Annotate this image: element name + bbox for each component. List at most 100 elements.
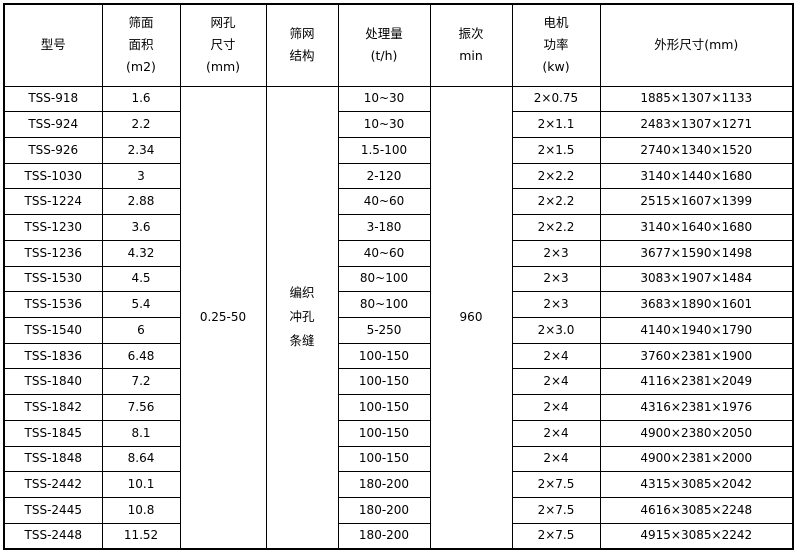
cell-model: TSS-1530 bbox=[3, 265, 103, 293]
cell-screen-area: 8.1 bbox=[101, 419, 181, 447]
cell-model: TSS-2442 bbox=[3, 471, 103, 498]
cell-screen-area: 11.52 bbox=[101, 522, 181, 550]
cell-model: TSS-1842 bbox=[3, 394, 103, 421]
col-header-dimensions: 外形尺寸(mm) bbox=[599, 3, 794, 87]
cell-dimensions: 3083×1907×1484 bbox=[599, 265, 794, 293]
cell-capacity: 100-150 bbox=[337, 445, 431, 473]
col-header-structure: 筛网 结构 bbox=[265, 3, 339, 87]
col-header-model: 型号 bbox=[3, 3, 103, 87]
cell-capacity: 3-180 bbox=[337, 214, 431, 241]
cell-model: TSS-1836 bbox=[3, 342, 103, 370]
cell-motor-power: 2×2.2 bbox=[511, 188, 601, 216]
table-row: TSS-2442 10.1 180-200 2×7.5 4315×3085×2042 bbox=[3, 471, 794, 498]
cell-motor-power: 2×7.5 bbox=[511, 471, 601, 498]
header-line: 结构 bbox=[289, 48, 315, 64]
cell-dimensions: 1885×1307×1133 bbox=[599, 85, 794, 113]
cell-motor-power: 2×4 bbox=[511, 419, 601, 447]
cell-dimensions: 2515×1607×1399 bbox=[599, 188, 794, 216]
header-line: (m2) bbox=[126, 59, 156, 75]
cell-screen-area: 10.1 bbox=[101, 471, 181, 498]
header-line: 型号 bbox=[40, 37, 66, 53]
cell-capacity: 180-200 bbox=[337, 522, 431, 550]
cell-motor-power: 2×4 bbox=[511, 394, 601, 421]
cell-dimensions: 4315×3085×2042 bbox=[599, 471, 794, 498]
cell-screen-area: 5.4 bbox=[101, 291, 181, 318]
header-line: (kw) bbox=[542, 59, 570, 75]
header-line: 网孔 bbox=[210, 15, 236, 31]
cell-motor-power: 2×0.75 bbox=[511, 85, 601, 113]
table-row: TSS-918 1.6 0.25-50 编织 冲孔 条缝 10~30 960 2×0.75 188… bbox=[3, 85, 794, 550]
table-row: TSS-1845 8.1 100-150 2×4 4900×2380×2050 bbox=[3, 419, 794, 447]
cell-model: TSS-1840 bbox=[3, 368, 103, 396]
cell-dimensions: 2483×1307×1271 bbox=[599, 111, 794, 138]
cell-dimensions: 4900×2380×2050 bbox=[599, 419, 794, 447]
cell-motor-power: 2×4 bbox=[511, 368, 601, 396]
col-header-area: 筛面 面积 (m2) bbox=[101, 3, 181, 87]
cell-motor-power: 2×3.0 bbox=[511, 316, 601, 344]
cell-screen-area: 3 bbox=[101, 162, 181, 190]
cell-capacity: 40~60 bbox=[337, 188, 431, 216]
table-row: TSS-926 2.34 1.5-100 2×1.5 2740×1340×1520 bbox=[3, 136, 794, 164]
header-line: 振次 bbox=[458, 26, 484, 42]
cell-motor-power: 2×1.1 bbox=[511, 111, 601, 138]
table-row: TSS-1030 3 2-120 2×2.2 3140×1440×1680 bbox=[3, 162, 794, 190]
cell-motor-power: 2×2.2 bbox=[511, 162, 601, 190]
cell-capacity: 100-150 bbox=[337, 419, 431, 447]
cell-screen-area: 2.88 bbox=[101, 188, 181, 216]
cell-screen-area: 1.6 bbox=[101, 85, 181, 113]
cell-model: TSS-1848 bbox=[3, 445, 103, 473]
cell-capacity: 180-200 bbox=[337, 471, 431, 498]
cell-capacity: 2-120 bbox=[337, 162, 431, 190]
cell-capacity: 100-150 bbox=[337, 342, 431, 370]
cell-dimensions: 4116×2381×2049 bbox=[599, 368, 794, 396]
header-row: 型号 筛面 面积 (m2) 网孔 尺寸 (mm) 筛网 结构 处理量 (t/h) 振次 min 电机 功率 (… bbox=[3, 3, 794, 87]
header-line: 尺寸 bbox=[210, 37, 236, 53]
header-line: 外形尺寸(mm) bbox=[654, 37, 739, 53]
cell-model: TSS-918 bbox=[3, 85, 103, 113]
cell-vibration-merged: 960 bbox=[429, 85, 513, 550]
table-row: TSS-1236 4.32 40~60 2×3 3677×1590×1498 bbox=[3, 239, 794, 267]
cell-capacity: 180-200 bbox=[337, 497, 431, 524]
cell-motor-power: 2×7.5 bbox=[511, 497, 601, 524]
cell-dimensions: 3677×1590×1498 bbox=[599, 239, 794, 267]
cell-motor-power: 2×1.5 bbox=[511, 136, 601, 164]
header-line: 功率 bbox=[543, 37, 569, 53]
cell-capacity: 10~30 bbox=[337, 85, 431, 113]
col-header-power: 电机功率 (kw) bbox=[511, 3, 601, 87]
cell-model: TSS-2448 bbox=[3, 522, 103, 550]
cell-screen-area: 3.6 bbox=[101, 214, 181, 241]
cell-model: TSS-1540 bbox=[3, 316, 103, 344]
cell-screen-area: 6 bbox=[101, 316, 181, 344]
cell-capacity: 100-150 bbox=[337, 394, 431, 421]
header-line: 筛网 bbox=[289, 26, 315, 42]
cell-screen-area: 2.2 bbox=[101, 111, 181, 138]
cell-capacity: 80~100 bbox=[337, 291, 431, 318]
table-row: TSS-2445 10.8 180-200 2×7.5 4616×3085×2248 bbox=[3, 497, 794, 524]
table-row: TSS-1540 6 5-250 2×3.0 4140×1940×1790 bbox=[3, 316, 794, 344]
header-line: 处理量 bbox=[365, 26, 403, 42]
cell-capacity: 80~100 bbox=[337, 265, 431, 293]
cell-motor-power: 2×4 bbox=[511, 342, 601, 370]
table-row: TSS-1536 5.4 80~100 2×3 3683×1890×1601 bbox=[3, 291, 794, 318]
table-row: TSS-1224 2.88 40~60 2×2.2 2515×1607×1399 bbox=[3, 188, 794, 216]
cell-mesh-size-merged: 0.25-50 bbox=[179, 85, 267, 550]
cell-motor-power: 2×3 bbox=[511, 291, 601, 318]
cell-motor-power: 2×3 bbox=[511, 239, 601, 267]
cell-capacity: 10~30 bbox=[337, 111, 431, 138]
table-row: TSS-1230 3.6 3-180 2×2.2 3140×1640×1680 bbox=[3, 214, 794, 241]
cell-model: TSS-1224 bbox=[3, 188, 103, 216]
cell-model: TSS-2445 bbox=[3, 497, 103, 524]
cell-capacity: 1.5-100 bbox=[337, 136, 431, 164]
cell-dimensions: 3140×1440×1680 bbox=[599, 162, 794, 190]
cell-capacity: 40~60 bbox=[337, 239, 431, 267]
cell-model: TSS-1030 bbox=[3, 162, 103, 190]
cell-dimensions: 2740×1340×1520 bbox=[599, 136, 794, 164]
cell-capacity: 5-250 bbox=[337, 316, 431, 344]
table-row: TSS-1836 6.48 100-150 2×4 3760×2381×1900 bbox=[3, 342, 794, 370]
cell-model: TSS-926 bbox=[3, 136, 103, 164]
cell-screen-area: 4.5 bbox=[101, 265, 181, 293]
table-row: TSS-1840 7.2 100-150 2×4 4116×2381×2049 bbox=[3, 368, 794, 396]
cell-screen-structure-merged: 编织 冲孔 条缝 bbox=[265, 85, 339, 550]
header-line: 电机 bbox=[543, 15, 569, 31]
table-row: TSS-1842 7.56 100-150 2×4 4316×2381×1976 bbox=[3, 394, 794, 421]
